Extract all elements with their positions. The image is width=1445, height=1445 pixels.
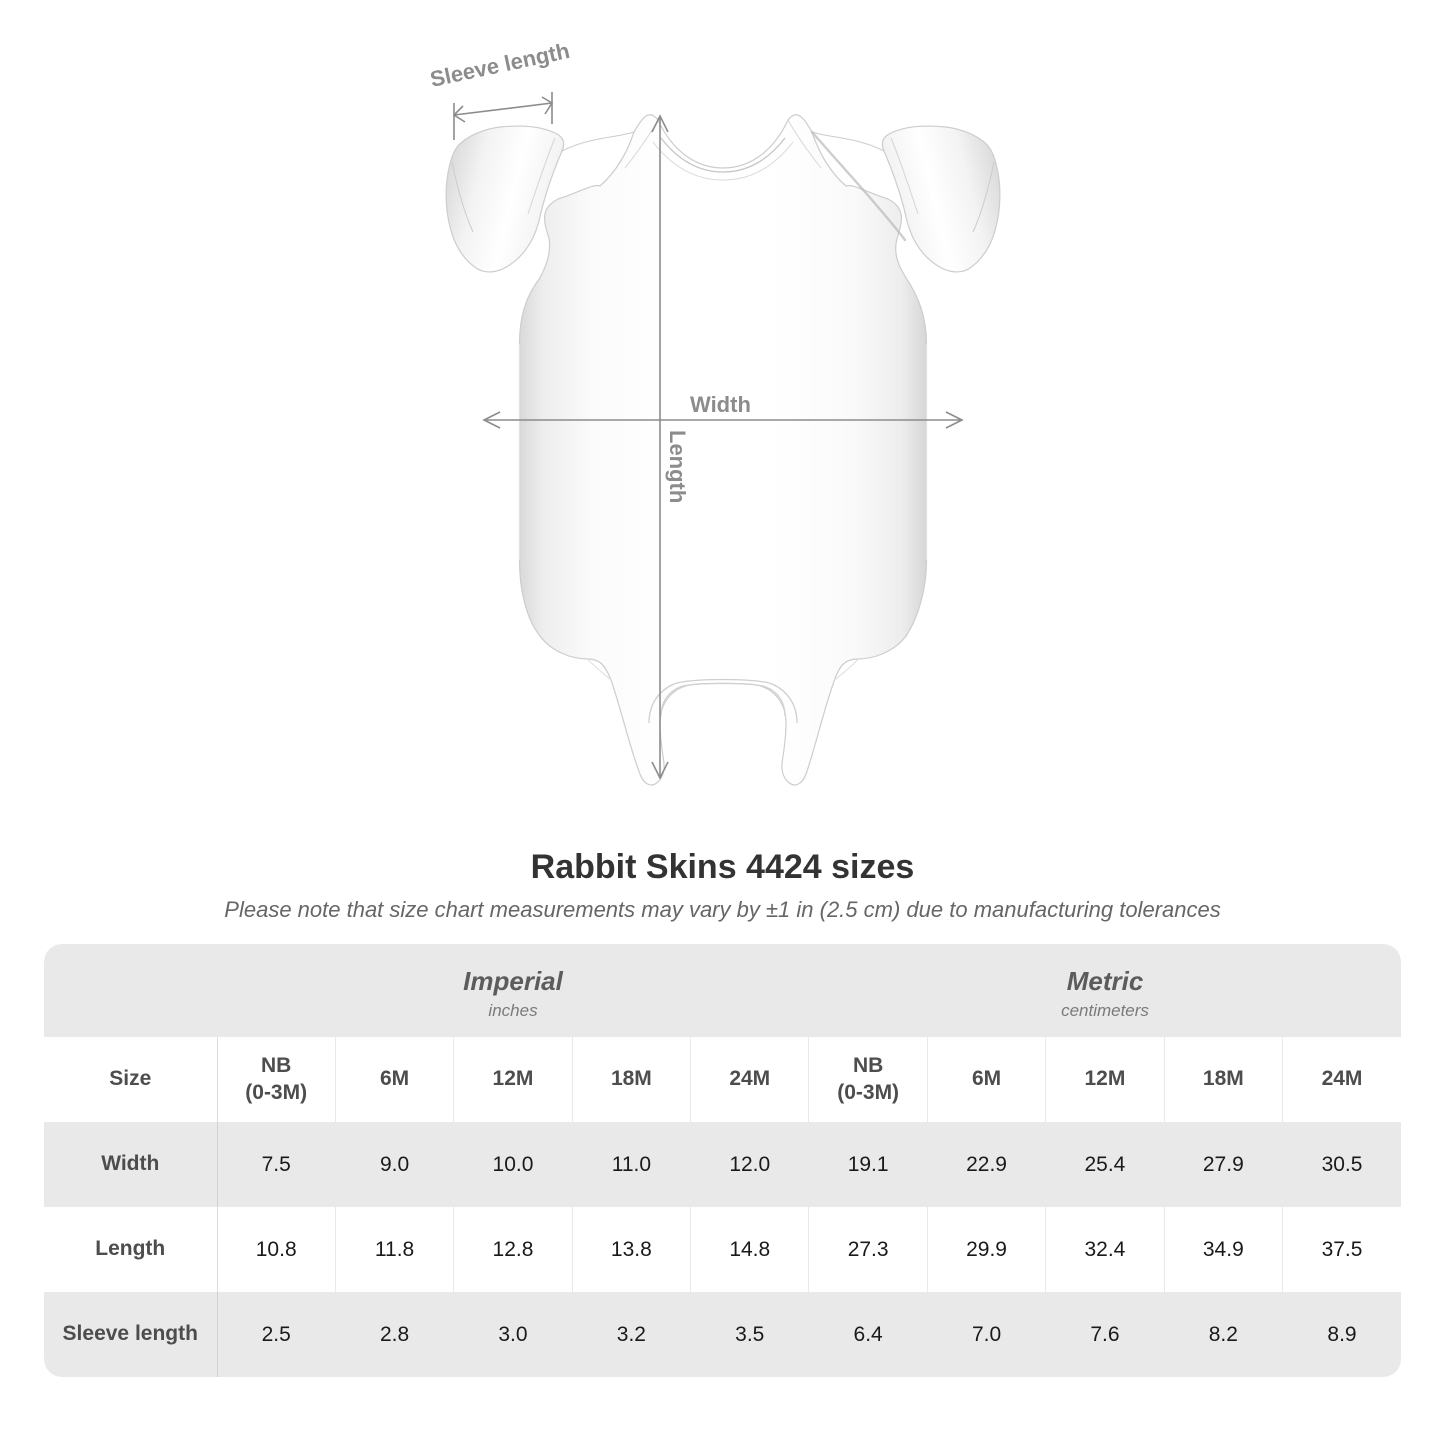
svg-text:Sleeve length: Sleeve length xyxy=(428,38,572,92)
svg-text:Length: Length xyxy=(665,430,690,503)
svg-text:Width: Width xyxy=(690,392,751,417)
